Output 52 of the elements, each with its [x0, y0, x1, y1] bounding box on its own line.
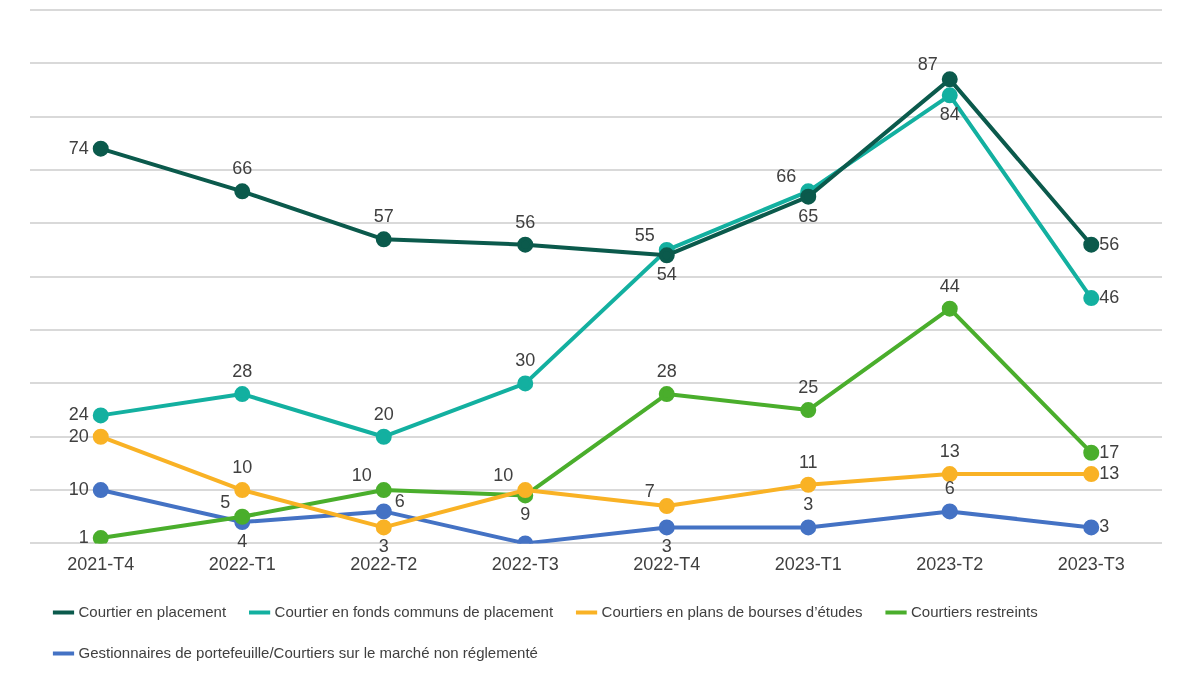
data-label: 10 [493, 465, 514, 486]
data-label: 13 [1099, 463, 1120, 484]
data-label: 24 [68, 404, 89, 425]
data-label: 66 [776, 166, 797, 187]
legend-label: Gestionnaires de portefeuille/Courtiers sur le marché non réglementé [78, 643, 538, 661]
data-label: 10 [68, 479, 89, 500]
data-label: 84 [939, 104, 960, 125]
data-label: 20 [68, 425, 89, 446]
legend-label: Courtier en fonds communs de placement [274, 602, 554, 620]
data-label: 30 [515, 350, 536, 371]
data-label: 74 [68, 137, 89, 158]
data-label: 44 [939, 275, 960, 296]
legend-label: Courtiers en plans de bourses d’études [601, 602, 863, 620]
x-tick-label: 2022-T4 [633, 554, 701, 575]
data-label: 66 [232, 158, 253, 179]
data-label: 3 [378, 536, 389, 557]
data-label: 65 [798, 205, 819, 226]
x-tick-label: 2022-T1 [208, 554, 276, 575]
data-label: 54 [656, 264, 677, 285]
x-tick-label: 2023-T1 [774, 554, 842, 575]
legend-label: Courtier en placement [78, 602, 227, 620]
data-label: 20 [373, 403, 394, 424]
x-tick-label: 2022-T3 [491, 554, 559, 575]
data-label: 4 [237, 531, 248, 552]
x-tick-label: 2022-T2 [350, 554, 418, 575]
data-label: 28 [656, 361, 677, 382]
data-label: 17 [1099, 441, 1120, 462]
data-label: 3 [803, 494, 814, 515]
data-label: 46 [1099, 287, 1120, 307]
data-label: 11 [798, 451, 818, 472]
data-label: 5 [220, 491, 231, 512]
data-label: 55 [634, 225, 655, 245]
data-label: 3 [1099, 516, 1110, 537]
data-label: 6 [944, 478, 955, 499]
data-label: 1 [78, 527, 89, 548]
data-label: 56 [1099, 233, 1120, 254]
data-label: 28 [232, 361, 253, 382]
data-label: 25 [798, 377, 819, 398]
x-tick-label: 2023-T2 [916, 554, 984, 575]
data-label: 87 [917, 54, 938, 75]
data-label: 9 [520, 504, 531, 525]
data-label: 10 [351, 465, 372, 486]
data-label: 56 [515, 211, 536, 232]
x-tick-label: 2021-T4 [67, 554, 135, 575]
data-label: 57 [373, 206, 394, 227]
x-tick-label: 2023-T3 [1057, 554, 1125, 575]
data-label: 3 [661, 536, 672, 557]
data-label: 13 [939, 441, 960, 462]
data-label: 10 [232, 457, 253, 478]
data-label: 7 [644, 481, 655, 502]
data-label: 6 [394, 491, 405, 512]
legend-label: Courtiers restreints [911, 602, 1038, 620]
